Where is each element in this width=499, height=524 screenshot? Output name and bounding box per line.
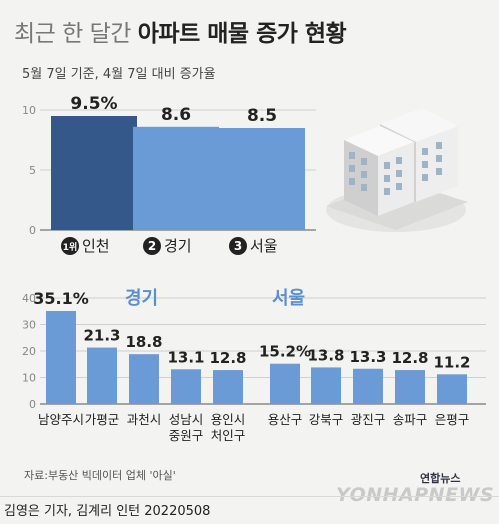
data-label: 13.1 — [167, 348, 204, 366]
y-tick-label: 30 — [22, 319, 36, 332]
group-label-seoul: 서울 — [272, 288, 305, 309]
footer-divider — [0, 496, 499, 497]
data-label: 18.8 — [125, 333, 162, 351]
source-note: 자료:부동산 빅데이터 업체 '아실' — [24, 469, 176, 482]
data-label: 15.2% — [259, 343, 311, 361]
bar — [87, 347, 117, 404]
bar — [46, 310, 76, 404]
category-label: 용인시 — [211, 412, 246, 427]
data-label: 21.3 — [83, 327, 120, 345]
category-label: 용산구 — [268, 412, 303, 427]
category-label: 중원구 — [169, 428, 204, 443]
bar — [213, 370, 243, 404]
category-label: 가평군 — [85, 412, 120, 427]
y-tick-label: 10 — [22, 104, 36, 117]
bar — [171, 369, 201, 404]
category-label: 경기 — [164, 237, 192, 255]
rank-label: 2 — [148, 239, 156, 253]
rank-badge — [229, 237, 247, 255]
y-tick-label: 0 — [29, 224, 36, 237]
category-label: 성남시 — [169, 412, 204, 427]
bar — [353, 368, 383, 404]
data-label: 13.8 — [307, 346, 344, 364]
bar — [270, 363, 300, 404]
y-tick-label: 10 — [22, 372, 36, 385]
category-label: 은평구 — [435, 412, 470, 427]
news-logo: 연합뉴스 — [420, 472, 461, 485]
data-label: 12.8 — [391, 349, 428, 367]
rank-badge — [143, 237, 161, 255]
bar — [133, 126, 219, 230]
watermark: YONHAPNEWS — [336, 484, 495, 506]
byline: 김영은 기자, 김계리 인턴 20220508 — [4, 504, 211, 519]
bottom-chart: 0 10 20 30 40 경기 서울 35.1% 남양주시 21.3 가평군 18.8 과천시 13.1… — [22, 288, 486, 443]
bar — [51, 116, 137, 230]
y-tick-label: 0 — [29, 398, 36, 411]
bar — [437, 374, 467, 404]
bar — [395, 370, 425, 404]
y-tick-label: 5 — [29, 164, 36, 177]
title-bold: 아파트 매물 증가 현황 — [137, 21, 347, 47]
data-label: 9.5% — [70, 94, 117, 114]
data-label: 8.6 — [161, 105, 191, 125]
bar — [219, 128, 305, 230]
category-label: 송파구 — [393, 412, 428, 427]
data-label: 12.8 — [209, 349, 246, 367]
data-label: 8.5 — [247, 106, 277, 126]
apartment-buildings-icon — [326, 108, 468, 232]
category-label: 인천 — [82, 237, 110, 255]
category-label: 처인구 — [211, 428, 246, 443]
data-label: 13.3 — [349, 348, 386, 366]
subtitle: 5월 7일 기준, 4월 7일 대비 증가율 — [22, 67, 216, 82]
page-title: 최근 한 달간 아파트 매물 증가 현황 — [14, 14, 347, 48]
top-chart: 0 5 10 9.5% 1위 인천 8.6 2 경기 8.5 3 서울 — [22, 94, 316, 255]
rank-label: 1위 — [63, 241, 78, 253]
y-tick-label: 40 — [22, 292, 36, 305]
rank-badge — [61, 237, 79, 255]
bar — [311, 367, 341, 404]
y-tick-label: 20 — [22, 345, 36, 358]
data-label: 11.2 — [433, 353, 470, 371]
rank-label: 3 — [234, 239, 242, 253]
category-label: 강북구 — [309, 412, 344, 427]
data-label: 35.1% — [33, 289, 89, 308]
category-label: 과천시 — [127, 412, 162, 427]
category-label: 남양주시 — [38, 412, 84, 427]
category-label: 광진구 — [351, 412, 386, 427]
bar — [129, 354, 159, 404]
title-light: 최근 한 달간 — [14, 21, 131, 47]
category-label: 서울 — [250, 237, 278, 255]
group-label-gyeonggi: 경기 — [125, 288, 158, 309]
